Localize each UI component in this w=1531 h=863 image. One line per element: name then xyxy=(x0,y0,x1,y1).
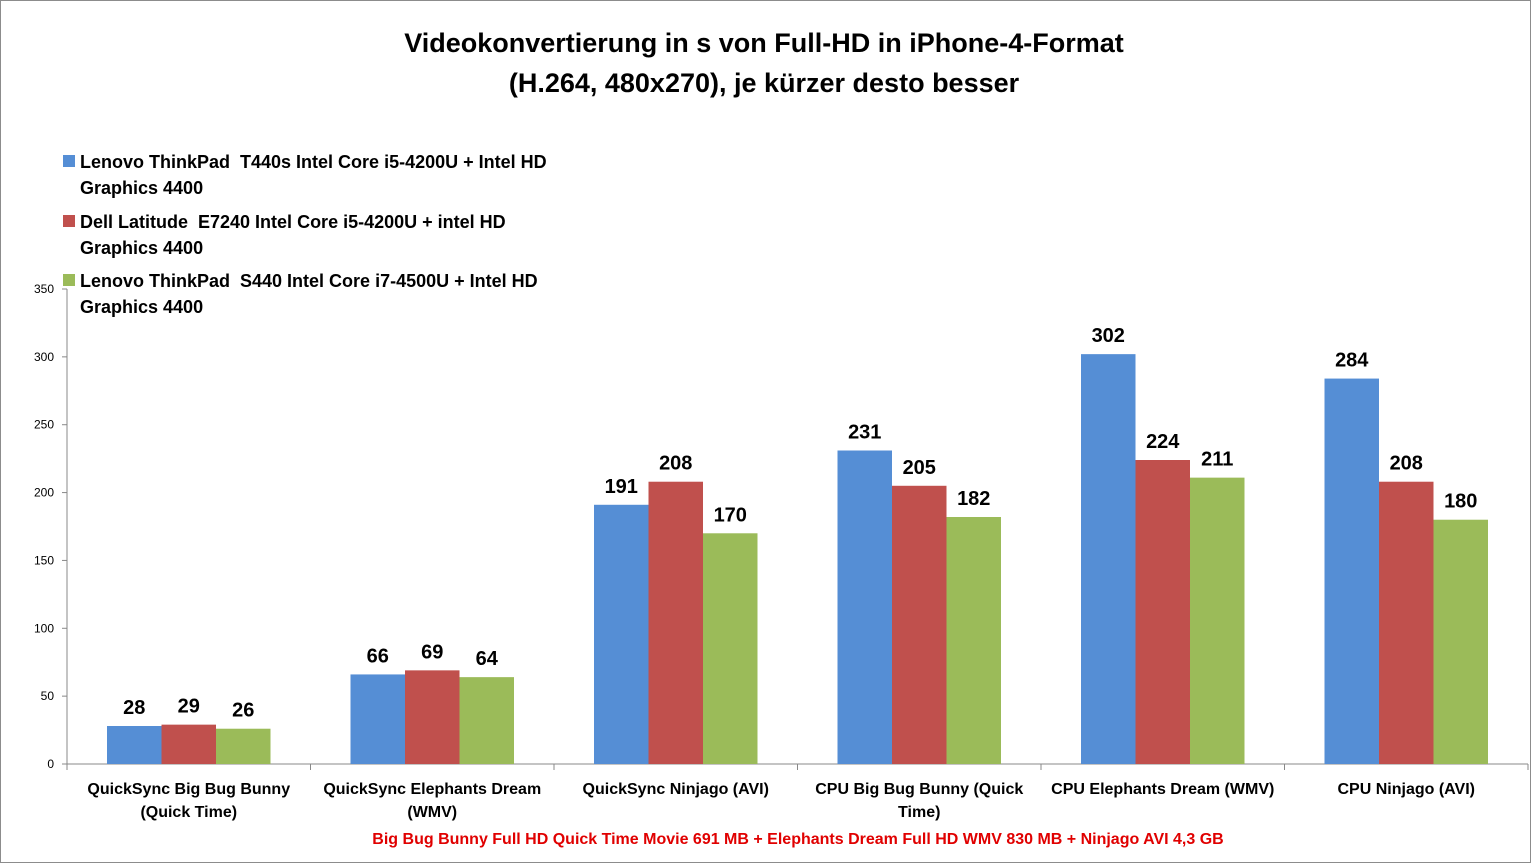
y-tick-label: 300 xyxy=(34,350,54,364)
bar xyxy=(594,504,649,764)
x-category-label: QuickSync Elephants Dream xyxy=(323,781,541,798)
chart-title: Videokonvertierung in s von Full-HD in i… xyxy=(404,28,1124,98)
y-tick-label: 50 xyxy=(41,689,55,703)
data-label: 26 xyxy=(232,700,254,722)
legend-entry-text: Lenovo ThinkPad T440s Intel Core i5-4200… xyxy=(80,152,547,172)
bar xyxy=(837,450,892,764)
bar xyxy=(703,533,758,764)
footnote: Big Bug Bunny Full HD Quick Time Movie 6… xyxy=(372,831,1223,848)
legend-entry-text: Graphics 4400 xyxy=(80,297,203,317)
data-label: 205 xyxy=(903,457,936,479)
legend: Lenovo ThinkPad T440s Intel Core i5-4200… xyxy=(63,152,547,317)
x-category-label: Time) xyxy=(898,804,940,821)
x-category-label: (WMV) xyxy=(407,804,457,821)
bar xyxy=(1081,354,1136,764)
bar xyxy=(1135,460,1190,764)
data-label: 69 xyxy=(421,641,443,663)
data-label: 28 xyxy=(123,697,145,719)
data-label: 302 xyxy=(1092,325,1125,347)
data-labels: 28 29 26 66 69 64 191 208 170 231 205 182 302 224 211 2… xyxy=(123,325,1477,722)
data-label: 211 xyxy=(1201,449,1233,471)
x-category-labels: QuickSync Big Bug Bunny (Quick Time) Quick… xyxy=(87,781,1475,821)
data-label: 29 xyxy=(178,696,200,718)
y-tick-label: 200 xyxy=(34,486,54,500)
legend-entry-text: Graphics 4400 xyxy=(80,178,203,198)
data-label: 208 xyxy=(659,453,692,475)
data-label: 284 xyxy=(1335,350,1369,372)
footnote-text: Big Bug Bunny Full HD Quick Time Movie 6… xyxy=(372,831,1223,848)
x-category-label: CPU Ninjago (AVI) xyxy=(1338,781,1475,798)
x-category-label: CPU Elephants Dream (WMV) xyxy=(1051,781,1274,798)
data-label: 231 xyxy=(848,422,881,444)
legend-entry-text: Graphics 4400 xyxy=(80,238,203,258)
bar xyxy=(216,728,271,764)
data-label: 66 xyxy=(367,645,389,667)
data-label: 64 xyxy=(476,648,499,670)
y-tick-label: 350 xyxy=(34,282,54,296)
legend-entry-text: Lenovo ThinkPad S440 Intel Core i7-4500U… xyxy=(80,271,538,291)
legend-entry-text: Dell Latitude E7240 Intel Core i5-4200U … xyxy=(80,212,506,232)
y-tick-label: 0 xyxy=(47,757,54,771)
data-label: 170 xyxy=(714,504,747,526)
data-label: 224 xyxy=(1146,431,1180,453)
y-tick-label: 150 xyxy=(34,553,54,567)
chart-title-line: Videokonvertierung in s von Full-HD in i… xyxy=(404,28,1124,58)
bar xyxy=(892,485,947,764)
bar xyxy=(1324,378,1379,764)
legend-swatch xyxy=(63,215,75,227)
y-tick-label: 100 xyxy=(34,621,54,635)
bar xyxy=(946,517,1001,764)
data-label: 208 xyxy=(1390,453,1423,475)
bar xyxy=(1190,477,1245,764)
bar xyxy=(161,724,216,764)
bar xyxy=(350,674,405,764)
x-category-label: QuickSync Ninjago (AVI) xyxy=(583,781,769,798)
data-label: 191 xyxy=(605,476,638,498)
axes: 0 50 100 150 200 250 300 350 xyxy=(34,282,1529,771)
x-category-label: QuickSync Big Bug Bunny xyxy=(87,781,290,798)
legend-swatch xyxy=(63,274,75,286)
x-category-label: (Quick Time) xyxy=(140,804,237,821)
bar xyxy=(459,677,514,764)
data-label: 182 xyxy=(957,488,990,510)
bar xyxy=(648,481,703,764)
bar xyxy=(1379,481,1434,764)
legend-swatch xyxy=(63,155,75,167)
bar xyxy=(405,670,460,764)
bar xyxy=(1433,519,1488,764)
x-category-label: CPU Big Bug Bunny (Quick xyxy=(815,781,1023,798)
data-label: 180 xyxy=(1444,491,1477,513)
bar xyxy=(107,726,162,764)
y-tick-label: 250 xyxy=(34,418,54,432)
bars xyxy=(107,354,1488,764)
chart-title-line: (H.264, 480x270), je kürzer desto besser xyxy=(509,68,1020,98)
